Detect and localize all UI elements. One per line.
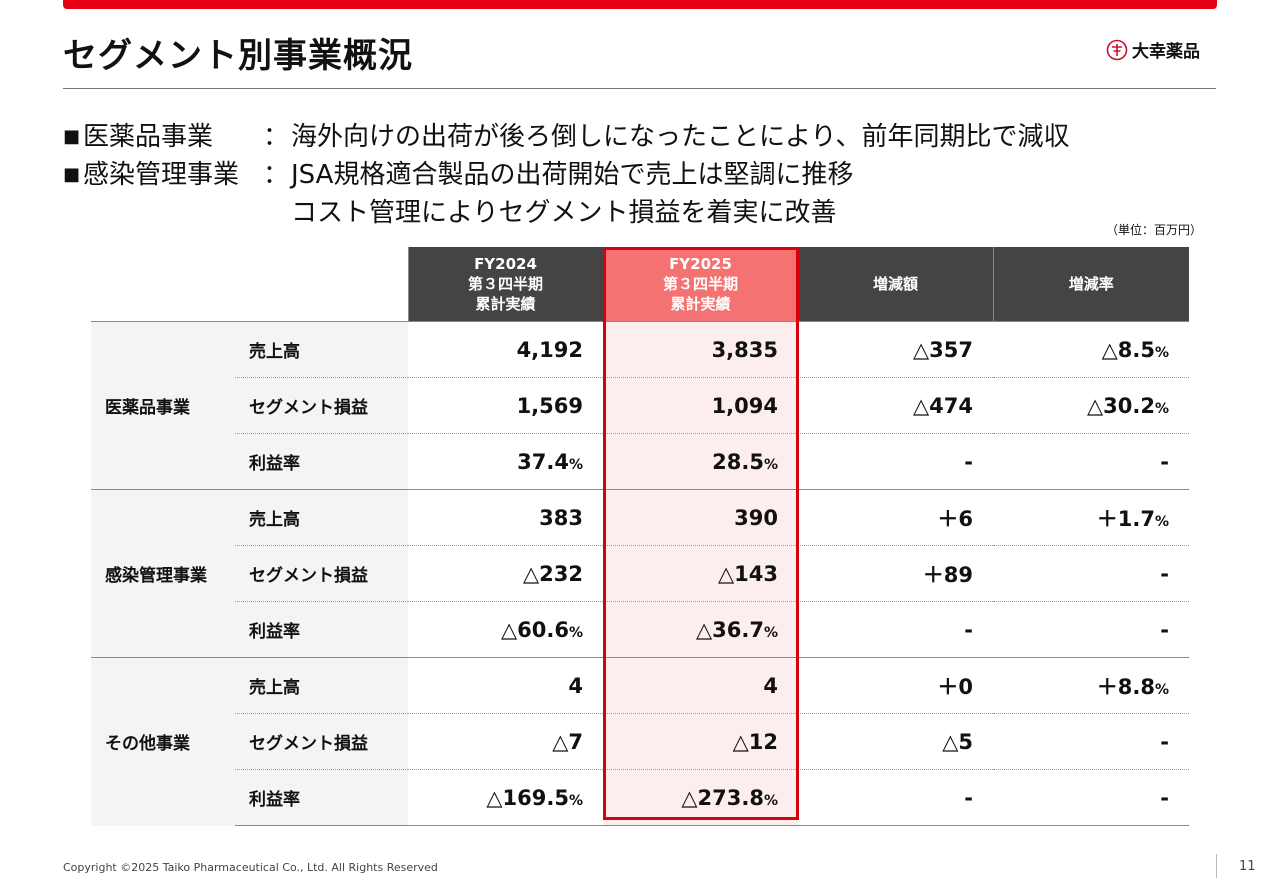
cell-fy2025: △12 [603, 713, 798, 770]
copyright: Copyright ©2025 Taiko Pharmaceutical Co.… [63, 861, 438, 874]
segment-table: FY2024 第３四半期 累計実績 FY2025 第３四半期 累計実績 増減額 … [91, 247, 1189, 826]
bullet-square-icon: ■ [63, 126, 81, 147]
cell-rate: - [993, 545, 1189, 602]
cell-rate: ＋1.7% [993, 489, 1189, 546]
cell-fy2024: △7 [408, 713, 603, 770]
header-change-rate: 増減率 [992, 247, 1189, 322]
cell-fy2025: △273.8% [603, 769, 798, 826]
metric-label: 利益率 [235, 769, 408, 826]
metric-label: 売上高 [235, 321, 408, 378]
table-row: 感染管理事業 売上高 383 390 ＋6 ＋1.7% [91, 489, 1189, 658]
table-row: セグメント損益 △7 △12 △5 - [91, 713, 1189, 770]
metric-label: 売上高 [235, 489, 408, 546]
header-fy2024: FY2024 第３四半期 累計実績 [407, 247, 603, 322]
top-accent-bar [63, 0, 1217, 9]
cell-fy2024: △169.5% [408, 769, 603, 826]
table-row: セグメント損益 1,569 1,094 △474 △30.2% [91, 377, 1189, 434]
bullet-colon: ： [263, 122, 290, 152]
bullet-pharma: ■ 医薬品事業 ： 海外向けの出荷が後ろ倒しになったことにより、前年同期比で減収 [63, 118, 1069, 156]
bullet-label: 感染管理事業 [83, 160, 240, 190]
cell-diff: ＋89 [798, 545, 993, 602]
bullet-infection: ■ 感染管理事業 ： JSA規格適合製品の出荷開始で売上は堅調に推移 [63, 156, 1069, 194]
page-title: セグメント別事業概況 [63, 36, 413, 76]
logo-text: 大幸薬品 [1132, 42, 1200, 62]
title-divider [63, 88, 1216, 89]
cell-fy2024: △60.6% [408, 601, 603, 658]
table-header-row: FY2024 第３四半期 累計実績 FY2025 第３四半期 累計実績 増減額 … [91, 247, 1189, 322]
summary-bullets: ■ 医薬品事業 ： 海外向けの出荷が後ろ倒しになったことにより、前年同期比で減収… [63, 118, 1069, 232]
cell-fy2025: 3,835 [603, 321, 798, 378]
cell-diff: △5 [798, 713, 993, 770]
bullet-label: 医薬品事業 [83, 122, 214, 152]
cell-rate: △30.2% [993, 377, 1189, 434]
bullet-square-icon: ■ [63, 164, 81, 185]
metric-label: 利益率 [235, 433, 408, 490]
table-row: 医薬品事業 売上高 4,192 3,835 △357 △8.5% [91, 321, 1189, 490]
header-change-amount: 増減額 [797, 247, 993, 322]
table-row: 利益率 △169.5% △273.8% - - [91, 769, 1189, 826]
bullet-colon: ： [263, 160, 290, 190]
cell-diff: - [798, 769, 993, 826]
table-row: その他事業 売上高 4 4 ＋0 ＋8.8% [91, 657, 1189, 826]
table-row: セグメント損益 △232 △143 ＋89 - [91, 545, 1189, 602]
company-logo: 大幸薬品 [1106, 37, 1200, 62]
segment-name: 感染管理事業 [91, 489, 235, 658]
cell-fy2025: 390 [603, 489, 798, 546]
cell-fy2024: 4,192 [408, 321, 603, 378]
bullet-infection-cont: コスト管理によりセグメント損益を着実に改善 [63, 194, 1069, 232]
cell-fy2025: 4 [603, 657, 798, 714]
metric-label: 利益率 [235, 601, 408, 658]
cell-fy2024: 1,569 [408, 377, 603, 434]
header-fy2025: FY2025 第３四半期 累計実績 [602, 247, 798, 322]
cell-fy2025: △36.7% [603, 601, 798, 658]
metric-label: セグメント損益 [235, 713, 408, 770]
cell-rate: - [993, 601, 1189, 658]
logo-emblem-icon [1106, 39, 1128, 60]
bullet-text: コスト管理によりセグメント損益を着実に改善 [291, 198, 837, 228]
cell-fy2025: 28.5% [603, 433, 798, 490]
unit-label: （単位：百万円） [1106, 223, 1203, 237]
bullet-text: 海外向けの出荷が後ろ倒しになったことにより、前年同期比で減収 [291, 122, 1070, 152]
cell-rate: △8.5% [993, 321, 1189, 378]
cell-fy2024: △232 [408, 545, 603, 602]
cell-rate: ＋8.8% [993, 657, 1189, 714]
table-row: 利益率 △60.6% △36.7% - - [91, 601, 1189, 658]
cell-diff: - [798, 601, 993, 658]
segment-name: 医薬品事業 [91, 321, 235, 490]
bullet-text: JSA規格適合製品の出荷開始で売上は堅調に推移 [291, 160, 854, 190]
table-row: 利益率 37.4% 28.5% - - [91, 433, 1189, 490]
cell-fy2024: 4 [408, 657, 603, 714]
segment-name: その他事業 [91, 657, 235, 826]
cell-diff: △357 [798, 321, 993, 378]
cell-diff: ＋6 [798, 489, 993, 546]
metric-label: 売上高 [235, 657, 408, 714]
cell-fy2024: 383 [408, 489, 603, 546]
cell-diff: △474 [798, 377, 993, 434]
cell-rate: - [993, 433, 1189, 490]
page-number: 11 [1216, 854, 1256, 878]
cell-fy2025: 1,094 [603, 377, 798, 434]
metric-label: セグメント損益 [235, 377, 408, 434]
cell-rate: - [993, 769, 1189, 826]
metric-label: セグメント損益 [235, 545, 408, 602]
cell-fy2025: △143 [603, 545, 798, 602]
cell-rate: - [993, 713, 1189, 770]
cell-fy2024: 37.4% [408, 433, 603, 490]
cell-diff: ＋0 [798, 657, 993, 714]
cell-diff: - [798, 433, 993, 490]
